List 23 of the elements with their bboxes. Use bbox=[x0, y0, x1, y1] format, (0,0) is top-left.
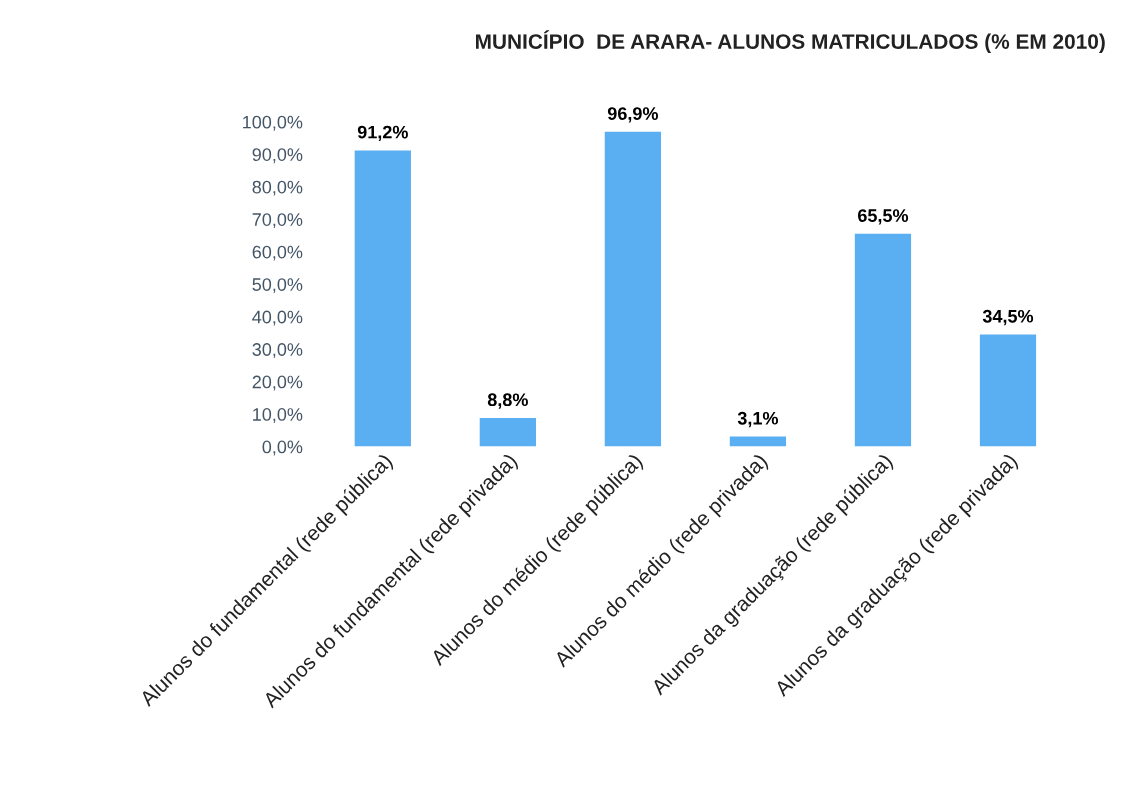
y-tick-label: 90,0% bbox=[252, 148, 303, 164]
y-tick-label: 70,0% bbox=[252, 213, 303, 229]
y-tick-label: 60,0% bbox=[252, 245, 303, 261]
y-tick-label: 80,0% bbox=[252, 180, 303, 196]
bar bbox=[854, 233, 912, 447]
bar bbox=[479, 418, 536, 447]
bar bbox=[979, 334, 1037, 447]
y-tick-label: 0,0% bbox=[262, 440, 303, 456]
data-label: 65,5% bbox=[858, 209, 909, 225]
y-tick-label: 50,0% bbox=[252, 278, 303, 294]
data-label: 8,8% bbox=[487, 393, 528, 409]
data-label: 96,9% bbox=[607, 107, 659, 123]
bar bbox=[354, 150, 411, 447]
chart-title: MUNICÍPIO DE ARARA- ALUNOS MATRICULADOS (% EM 2010) bbox=[476, 30, 1105, 54]
data-label: 3,1% bbox=[737, 411, 779, 428]
y-tick-label: 20,0% bbox=[252, 375, 303, 391]
y-tick-label: 100,0% bbox=[243, 115, 303, 131]
data-label: 91,2% bbox=[357, 125, 408, 142]
y-tick-label: 30,0% bbox=[252, 343, 303, 359]
data-label: 34,5% bbox=[982, 309, 1034, 326]
y-tick-label: 10,0% bbox=[253, 408, 303, 423]
bar bbox=[604, 131, 662, 447]
y-tick-label: 40,0% bbox=[252, 310, 303, 326]
